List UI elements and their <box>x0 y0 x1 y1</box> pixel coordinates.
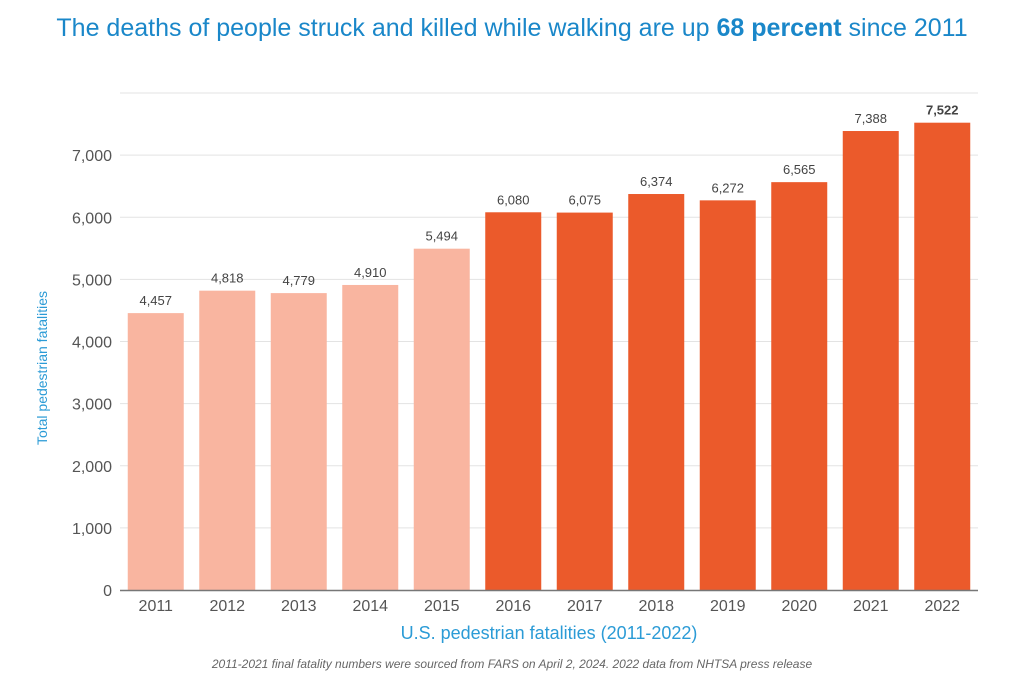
data-label: 5,494 <box>425 229 458 244</box>
bar-2019 <box>699 200 756 591</box>
bar-2013 <box>270 293 327 590</box>
data-label: 6,374 <box>640 174 673 189</box>
x-tick-label: 2021 <box>853 598 889 615</box>
y-tick-label: 6,000 <box>72 210 112 227</box>
bar-2017 <box>556 212 613 590</box>
data-label: 7,522 <box>926 103 959 118</box>
data-label: 6,075 <box>568 193 601 208</box>
x-tick-label: 2013 <box>281 598 317 615</box>
bar-2014 <box>342 284 399 590</box>
y-tick-label: 2,000 <box>72 459 112 476</box>
footnote: 2011-2021 final fatality numbers were so… <box>211 657 813 671</box>
bar-2015 <box>413 248 470 591</box>
x-tick-label: 2015 <box>424 598 460 615</box>
data-label: 4,818 <box>211 271 244 286</box>
bar-2020 <box>771 182 828 591</box>
title-text: The deaths of people struck and killed w… <box>56 14 717 42</box>
y-tick-label: 1,000 <box>72 521 112 538</box>
y-tick-label: 0 <box>103 583 112 600</box>
x-tick-label: 2017 <box>567 598 603 615</box>
y-tick-label: 5,000 <box>72 272 112 289</box>
x-tick-label: 2011 <box>139 598 174 615</box>
x-tick-label: 2022 <box>924 598 960 615</box>
bar-2018 <box>628 194 685 590</box>
x-tick-label: 2016 <box>495 598 531 615</box>
data-label: 6,565 <box>783 162 816 177</box>
x-tick-label: 2014 <box>352 598 388 615</box>
bar-2016 <box>485 212 542 590</box>
x-tick-label: 2019 <box>710 598 746 615</box>
data-label: 6,080 <box>497 192 530 207</box>
data-label: 4,910 <box>354 265 387 280</box>
data-label: 7,388 <box>854 111 887 126</box>
x-tick-label: 2018 <box>638 598 674 615</box>
data-label: 4,457 <box>139 293 172 308</box>
y-tick-label: 3,000 <box>72 397 112 414</box>
x-axis-label: U.S. pedestrian fatalities (2011-2022) <box>401 623 698 643</box>
bar-2011 <box>127 313 184 590</box>
y-axis-label: Total pedestrian fatalities <box>34 291 50 445</box>
y-tick-label: 4,000 <box>72 335 112 352</box>
x-tick-label: 2012 <box>209 598 245 615</box>
bar-2022 <box>914 122 971 591</box>
data-label: 6,272 <box>711 180 744 195</box>
data-label: 4,779 <box>282 273 315 288</box>
x-tick-label: 2020 <box>781 598 817 615</box>
chart-title: The deaths of people struck and killed w… <box>0 14 1024 43</box>
title-highlight: 68 percent <box>716 14 842 42</box>
y-tick-label: 7,000 <box>72 148 112 165</box>
bar-2012 <box>199 290 256 590</box>
bar-2021 <box>842 131 899 590</box>
title-text-end: since 2011 <box>841 14 968 42</box>
